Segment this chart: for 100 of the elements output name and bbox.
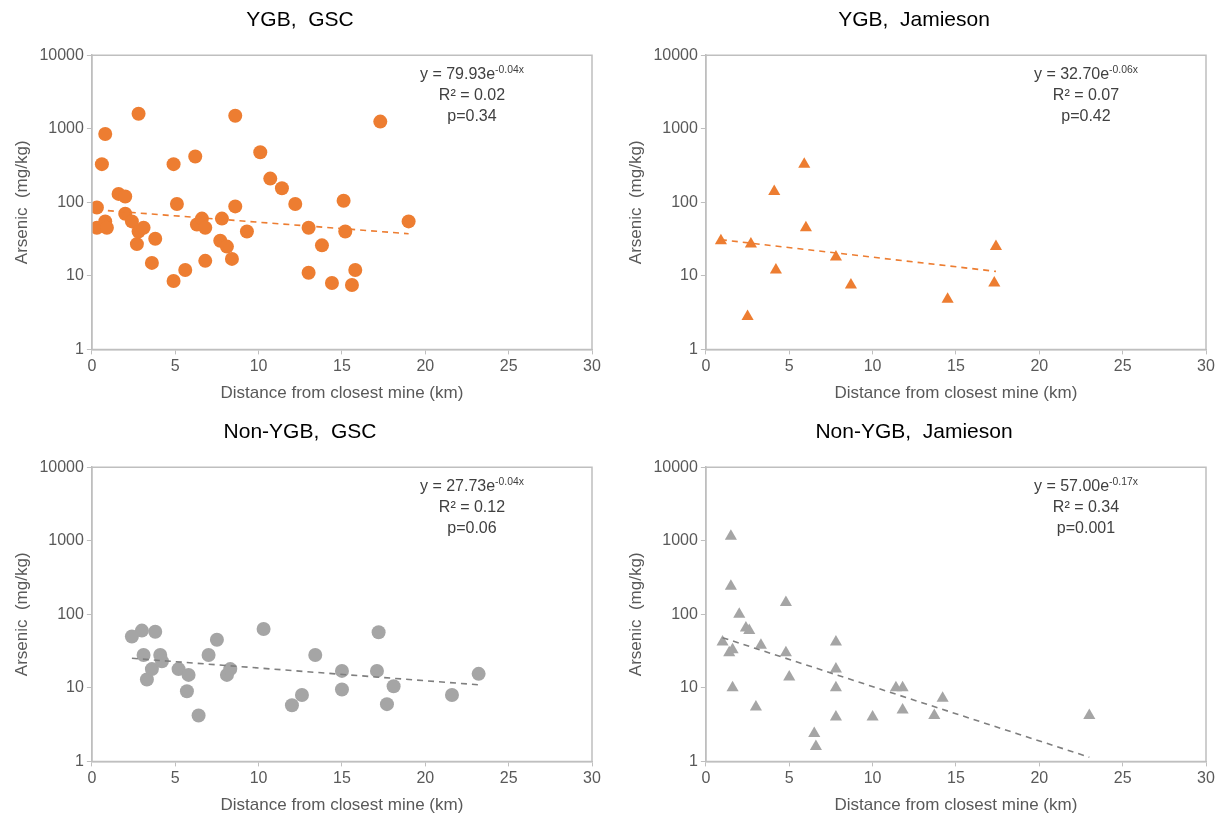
annotation: p=0.34 xyxy=(447,107,497,125)
point xyxy=(779,645,792,657)
annotation: p=0.001 xyxy=(1056,519,1116,537)
point xyxy=(169,196,184,211)
annotation: R² = 0.02 xyxy=(438,86,506,104)
y-axis-title: Arsenic (mg/kg) xyxy=(11,140,31,265)
point xyxy=(131,106,146,121)
point xyxy=(178,263,193,278)
x-tick-label: 20 xyxy=(1030,769,1049,787)
point xyxy=(301,265,316,280)
chart-title: YGB, Jamieson xyxy=(838,7,990,31)
y-tick-label: 1 xyxy=(74,751,84,769)
x-tick-label: 20 xyxy=(1030,357,1049,375)
point xyxy=(148,624,163,639)
point xyxy=(733,607,746,618)
y-tick-label: 1000 xyxy=(662,531,698,549)
point xyxy=(166,157,181,172)
point xyxy=(754,638,767,649)
point xyxy=(829,680,842,692)
point xyxy=(809,739,822,750)
point xyxy=(783,670,796,681)
y-tick-label: 1 xyxy=(688,339,698,357)
x-tick-label: 20 xyxy=(416,357,435,375)
point xyxy=(798,157,811,168)
point xyxy=(829,635,842,646)
y-tick-label: 100 xyxy=(671,192,698,210)
x-tick-label: 5 xyxy=(170,357,180,375)
annotation: R² = 0.07 xyxy=(1052,86,1120,104)
point xyxy=(129,237,144,252)
point xyxy=(779,595,792,606)
point xyxy=(336,193,351,208)
point xyxy=(829,250,842,261)
x-tick-label: 10 xyxy=(249,357,268,375)
x-axis-title: Distance from closest mine (km) xyxy=(220,383,464,403)
x-tick-label: 30 xyxy=(583,769,601,787)
point xyxy=(348,263,363,278)
point xyxy=(136,647,151,662)
x-tick-label: 15 xyxy=(947,769,965,787)
point xyxy=(1083,708,1096,720)
point xyxy=(134,623,149,638)
y-tick-label: 100 xyxy=(671,604,698,622)
x-tick-label: 25 xyxy=(499,769,518,787)
point xyxy=(223,662,238,677)
point xyxy=(936,691,949,702)
point xyxy=(179,684,194,699)
y-axis-title: Arsenic (mg/kg) xyxy=(11,552,31,677)
point xyxy=(866,710,879,721)
point xyxy=(724,579,737,590)
y-tick-label: 10 xyxy=(680,266,698,284)
point xyxy=(928,708,941,720)
x-tick-label: 5 xyxy=(784,357,794,375)
y-axis-title: Arsenic (mg/kg) xyxy=(625,552,645,677)
point xyxy=(239,224,254,239)
x-tick-label: 25 xyxy=(1113,769,1132,787)
x-tick-label: 30 xyxy=(583,357,601,375)
point xyxy=(844,278,857,289)
y-tick-label: 1 xyxy=(74,339,84,357)
point xyxy=(136,220,151,235)
x-axis-title: Distance from closest mine (km) xyxy=(834,383,1078,403)
point xyxy=(334,682,349,697)
point xyxy=(314,238,329,253)
y-tick-label: 10 xyxy=(66,266,84,284)
y-tick-label: 1 xyxy=(688,751,698,769)
annotation: p=0.06 xyxy=(447,519,497,537)
annotation: p=0.42 xyxy=(1061,107,1111,125)
x-tick-label: 5 xyxy=(170,769,180,787)
point xyxy=(301,220,316,235)
point xyxy=(294,687,309,702)
point xyxy=(896,702,909,714)
point xyxy=(148,231,163,246)
point xyxy=(444,687,459,702)
y-tick-label: 10000 xyxy=(39,457,84,475)
y-tick-label: 1000 xyxy=(48,119,84,137)
point xyxy=(989,239,1003,251)
y-tick-label: 100 xyxy=(57,192,84,210)
x-axis-title: Distance from closest mine (km) xyxy=(220,795,464,815)
x-tick-label: 25 xyxy=(1113,357,1132,375)
x-tick-label: 30 xyxy=(1197,357,1215,375)
point xyxy=(181,667,196,682)
point xyxy=(808,726,821,737)
point xyxy=(896,680,909,692)
point xyxy=(338,224,353,239)
x-tick-label: 10 xyxy=(249,769,268,787)
x-tick-label: 20 xyxy=(416,769,435,787)
point xyxy=(769,263,782,274)
y-tick-label: 1000 xyxy=(662,119,698,137)
point xyxy=(716,635,729,646)
x-tick-label: 0 xyxy=(87,357,97,375)
point xyxy=(224,251,239,266)
point xyxy=(253,145,268,160)
point xyxy=(324,275,339,290)
point xyxy=(144,255,159,270)
point xyxy=(198,220,213,235)
chart-title: Non-YGB, GSC xyxy=(223,419,377,443)
point xyxy=(386,679,401,694)
y-axis-title: Arsenic (mg/kg) xyxy=(625,140,645,265)
point xyxy=(256,622,271,637)
chart-title: Non-YGB, Jamieson xyxy=(815,419,1013,443)
point xyxy=(118,189,133,204)
x-tick-label: 15 xyxy=(333,769,351,787)
